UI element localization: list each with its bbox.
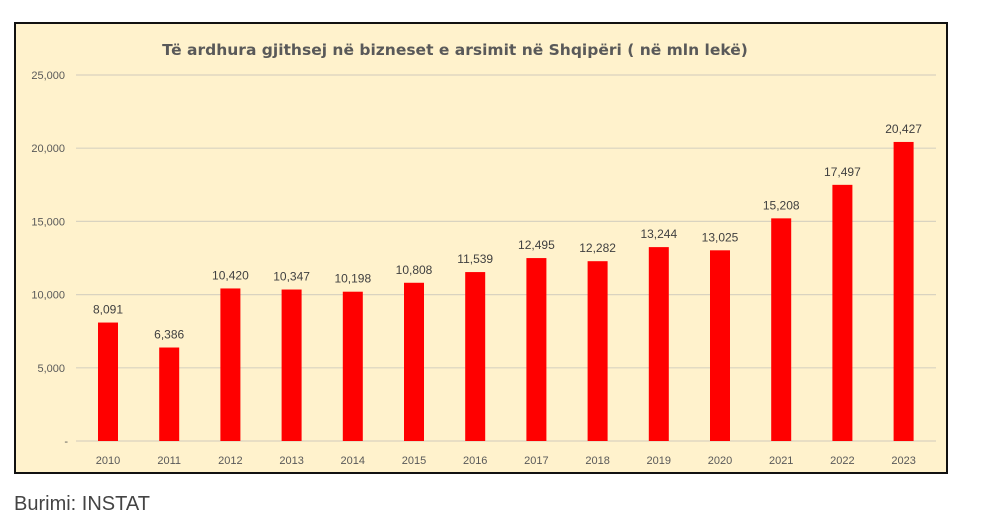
bar-2015	[404, 282, 424, 441]
bar-chart: Të ardhura gjithsej në bizneset e arsimi…	[31, 41, 936, 467]
data-label: 12,282	[579, 241, 616, 255]
bar-2022	[832, 184, 853, 441]
data-label: 10,808	[396, 263, 433, 277]
data-label: 10,198	[334, 272, 371, 286]
y-tick-label: 10,000	[31, 290, 65, 302]
y-tick-label: 5,000	[37, 363, 65, 375]
x-tick-label: 2021	[769, 455, 793, 467]
bar-2014	[342, 291, 363, 441]
bar-2017	[526, 258, 547, 441]
bar-2020	[710, 250, 730, 441]
x-tick-label: 2019	[647, 455, 671, 467]
data-label: 13,244	[640, 227, 677, 241]
x-tick-label: 2014	[341, 455, 365, 467]
x-tick-label: 2017	[524, 455, 548, 467]
data-label: 10,347	[273, 270, 310, 284]
bar-2023	[893, 141, 914, 441]
x-tick-label: 2022	[830, 455, 854, 467]
data-label: 11,539	[457, 252, 493, 266]
chart-title: Të ardhura gjithsej në bizneset e arsimi…	[162, 41, 748, 59]
x-tick-label: 2013	[279, 455, 303, 467]
data-label: 20,427	[885, 122, 922, 136]
data-label: 8,091	[93, 303, 123, 317]
bar-2016	[465, 272, 486, 441]
x-tick-label: 2016	[463, 455, 487, 467]
x-tick-label: 2015	[402, 455, 426, 467]
bar-2013	[281, 289, 302, 441]
x-tick-label: 2020	[708, 455, 732, 467]
bar-2011	[159, 347, 180, 441]
y-tick-label: 25,000	[31, 70, 65, 82]
bar-2019	[648, 247, 669, 441]
data-label: 10,420	[212, 268, 249, 282]
data-label: 15,208	[763, 198, 800, 212]
bar-2018	[587, 261, 608, 441]
data-label: 17,497	[824, 165, 861, 179]
chart-container: Të ardhura gjithsej në bizneset e arsimi…	[14, 22, 948, 474]
data-label: 13,025	[702, 230, 739, 244]
y-tick-label: -	[64, 436, 68, 448]
bar-2012	[220, 288, 241, 441]
x-tick-label: 2018	[585, 455, 609, 467]
data-label: 6,386	[154, 328, 184, 342]
x-tick-label: 2010	[96, 455, 120, 467]
bar-2010	[98, 322, 118, 441]
bar-2021	[771, 218, 792, 441]
x-tick-label: 2012	[218, 455, 242, 467]
x-tick-label: 2011	[157, 455, 181, 467]
y-tick-label: 20,000	[31, 143, 65, 155]
source-caption: Burimi: INSTAT	[14, 493, 150, 515]
y-tick-label: 15,000	[31, 216, 65, 228]
x-tick-label: 2023	[891, 455, 915, 467]
data-label: 12,495	[518, 238, 555, 252]
